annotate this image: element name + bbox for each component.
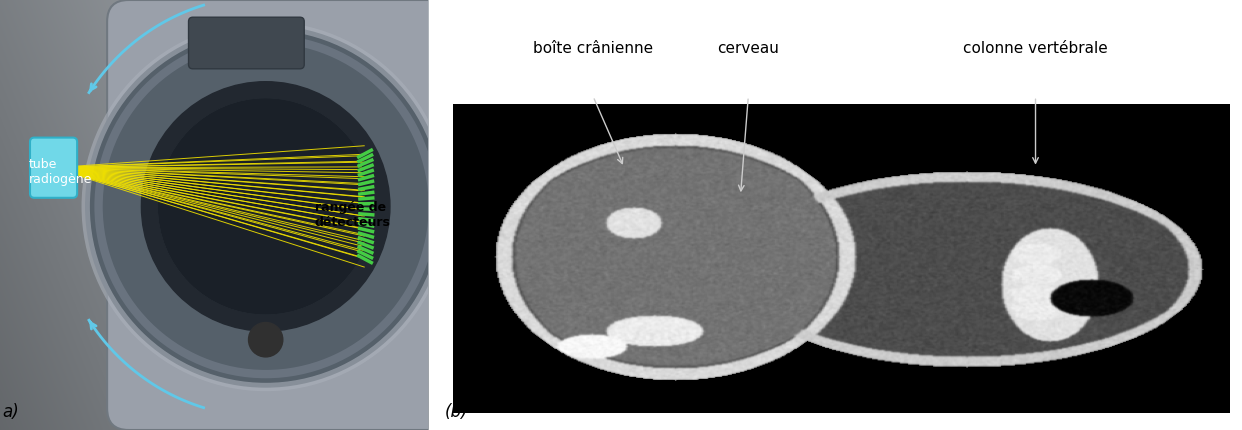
Circle shape [159,99,373,314]
FancyBboxPatch shape [189,17,304,69]
Circle shape [86,26,446,387]
Text: tube
radiogène: tube radiogène [29,158,92,186]
FancyBboxPatch shape [30,138,77,198]
Circle shape [248,322,283,357]
Text: colonne vertébrale: colonne vertébrale [963,41,1108,56]
Text: rangée de
détecteurs: rangée de détecteurs [315,201,391,229]
Text: boîte crânienne: boîte crânienne [533,41,653,56]
Text: cerveau: cerveau [718,41,779,56]
Text: a): a) [2,403,19,421]
FancyBboxPatch shape [107,0,472,430]
Text: (b): (b) [445,403,468,421]
Circle shape [159,99,373,314]
Circle shape [142,82,390,331]
